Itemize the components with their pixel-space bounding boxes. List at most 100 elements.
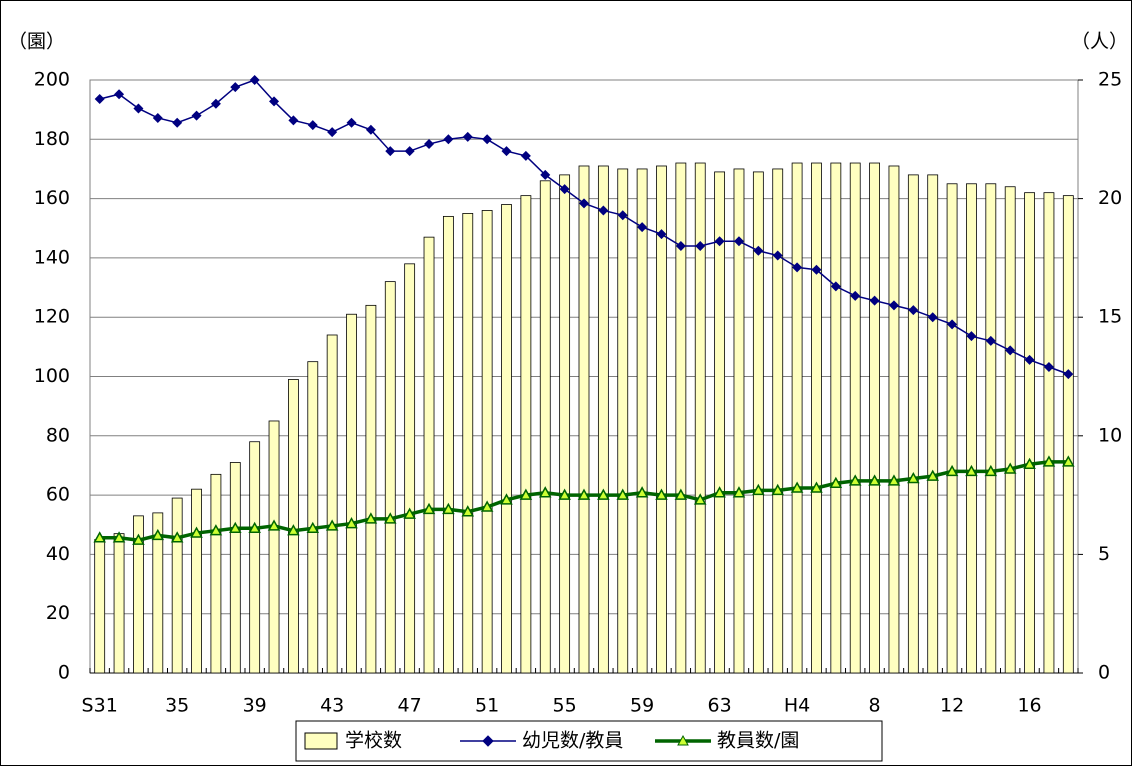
legend-label: 学校数 xyxy=(345,730,402,752)
point xyxy=(753,245,764,256)
bar xyxy=(481,210,493,674)
point xyxy=(112,531,126,543)
point xyxy=(190,526,203,538)
y-tick-label: 160 xyxy=(34,187,70,209)
point xyxy=(616,488,630,500)
bar xyxy=(849,162,861,674)
point xyxy=(752,483,765,496)
point xyxy=(501,146,512,157)
point xyxy=(732,486,746,498)
point xyxy=(172,117,183,128)
y2-tick-label: 0 xyxy=(1098,662,1110,684)
point xyxy=(442,502,455,515)
point xyxy=(520,150,531,161)
y2-tick-label: 5 xyxy=(1098,543,1110,565)
point xyxy=(248,521,261,534)
point xyxy=(984,464,998,477)
point xyxy=(345,517,358,529)
bar xyxy=(404,263,416,674)
point xyxy=(656,229,667,240)
bar xyxy=(133,515,144,674)
point xyxy=(500,493,513,505)
point xyxy=(1005,345,1016,356)
bar xyxy=(268,420,280,674)
bar xyxy=(946,183,958,674)
bar xyxy=(597,165,609,674)
point xyxy=(384,512,397,524)
point xyxy=(462,131,473,142)
point xyxy=(269,96,280,107)
point xyxy=(790,481,804,493)
bar xyxy=(752,171,764,674)
point xyxy=(965,464,978,477)
point xyxy=(869,295,880,306)
legend-label: 幼児数/教員 xyxy=(522,730,623,752)
y-tick-label: 200 xyxy=(34,69,70,91)
bar xyxy=(869,162,880,674)
point xyxy=(404,146,415,157)
point xyxy=(519,488,533,500)
bar xyxy=(966,183,977,674)
legend-label: 教員数/園 xyxy=(717,730,799,752)
y-tick-label: 20 xyxy=(46,602,70,624)
point xyxy=(559,184,570,195)
y-tick-label: 80 xyxy=(46,424,70,446)
point xyxy=(926,469,939,481)
point xyxy=(577,488,591,500)
point xyxy=(480,500,494,512)
point xyxy=(307,120,318,131)
point xyxy=(288,115,299,126)
point xyxy=(403,507,416,519)
point xyxy=(191,110,202,121)
y-tick-label: 140 xyxy=(34,246,70,268)
point xyxy=(132,533,145,545)
bar xyxy=(152,512,164,674)
point xyxy=(1063,369,1074,380)
bar xyxy=(442,215,454,674)
point xyxy=(1024,354,1035,365)
point xyxy=(461,505,475,517)
y2-unit-label: （人） xyxy=(1071,31,1128,53)
bar xyxy=(365,304,377,674)
point xyxy=(422,502,436,515)
bar xyxy=(694,162,706,674)
point xyxy=(945,464,959,477)
point xyxy=(714,236,725,247)
bar xyxy=(501,204,512,674)
point xyxy=(810,481,823,493)
bar xyxy=(346,313,357,674)
y2-tick-label: 25 xyxy=(1098,69,1122,91)
bar xyxy=(985,183,997,674)
bar xyxy=(830,162,842,674)
point xyxy=(558,488,571,500)
point xyxy=(1043,362,1054,373)
bar xyxy=(539,180,551,674)
bar xyxy=(772,168,784,674)
point xyxy=(306,521,320,534)
point xyxy=(966,331,977,342)
point xyxy=(830,281,841,292)
point xyxy=(848,474,862,486)
point xyxy=(675,241,686,252)
bar xyxy=(907,174,919,674)
legend-marker xyxy=(677,734,689,746)
point xyxy=(94,93,105,104)
point xyxy=(114,89,125,100)
point xyxy=(947,319,958,330)
point xyxy=(327,127,338,138)
point xyxy=(385,146,396,157)
point xyxy=(637,222,648,233)
bar xyxy=(927,174,939,674)
point xyxy=(985,335,996,346)
x-tick-label: 43 xyxy=(320,695,344,717)
point xyxy=(927,312,938,323)
bar xyxy=(249,441,261,674)
point xyxy=(325,519,339,531)
point xyxy=(868,474,881,486)
point xyxy=(888,300,899,311)
bar xyxy=(636,168,648,674)
bar xyxy=(733,168,745,674)
point xyxy=(597,488,610,500)
point xyxy=(887,474,901,486)
point xyxy=(365,124,376,135)
